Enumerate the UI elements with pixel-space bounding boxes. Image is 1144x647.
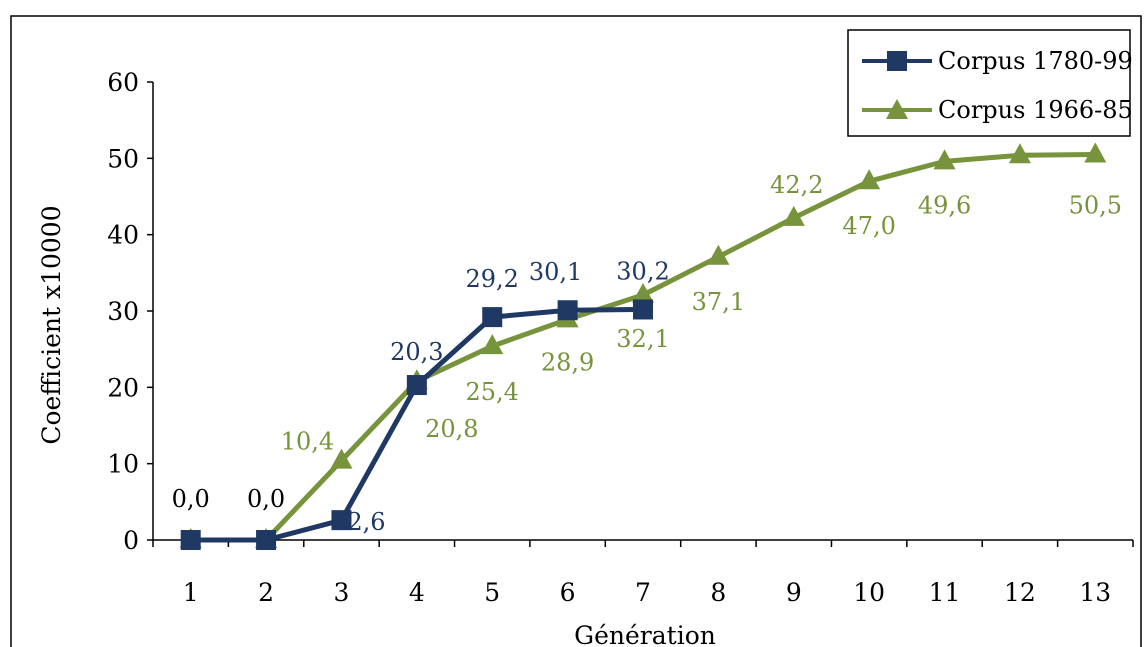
data-point-triangle bbox=[782, 205, 805, 226]
data-point-square bbox=[482, 307, 503, 328]
data-label: 47,0 bbox=[842, 212, 895, 240]
data-label: 42,2 bbox=[770, 171, 823, 199]
data-label: 30,1 bbox=[529, 258, 582, 286]
series-layer bbox=[179, 142, 1107, 550]
x-tick-label: 12 bbox=[1004, 578, 1036, 607]
legend: Corpus 1780-99 Corpus 1966-85 bbox=[847, 29, 1133, 137]
x-tick-label: 3 bbox=[334, 578, 350, 607]
y-tick-label: 50 bbox=[107, 144, 139, 173]
y-tick-label: 60 bbox=[107, 68, 139, 97]
data-point-triangle bbox=[632, 282, 654, 303]
data-point-square bbox=[557, 300, 578, 321]
data-point-triangle bbox=[858, 169, 881, 190]
x-tick-label: 4 bbox=[409, 578, 425, 607]
legend-label-series-2: Corpus 1966-85 bbox=[938, 96, 1133, 124]
x-tick-label: 6 bbox=[560, 578, 576, 607]
y-tick-label: 40 bbox=[107, 221, 139, 250]
legend-triangle-marker bbox=[886, 99, 908, 119]
x-axis-title: Génération bbox=[574, 621, 716, 647]
data-label: 20,8 bbox=[425, 415, 478, 443]
legend-label-series-1: Corpus 1780-99 bbox=[938, 47, 1133, 75]
x-tick-label: 5 bbox=[484, 578, 500, 607]
data-point-triangle bbox=[330, 448, 353, 469]
x-tick-label: 2 bbox=[258, 578, 274, 607]
data-label: 32,1 bbox=[616, 325, 669, 353]
x-tick-label: 8 bbox=[710, 578, 726, 607]
data-point-square bbox=[180, 530, 201, 550]
x-tick-label: 1 bbox=[183, 578, 199, 607]
y-tick-label: 20 bbox=[107, 373, 139, 402]
data-point-triangle bbox=[707, 244, 730, 265]
x-tick-label: 10 bbox=[853, 578, 885, 607]
data-point-triangle bbox=[1084, 142, 1107, 163]
data-label: 37,1 bbox=[692, 288, 745, 316]
legend-entry-1: Corpus 1780-99 bbox=[862, 47, 1133, 75]
y-tick-label: 30 bbox=[107, 297, 139, 326]
data-label: 50,5 bbox=[1069, 192, 1122, 220]
data-label: 2,6 bbox=[347, 508, 385, 536]
data-label: 0,0 bbox=[247, 485, 285, 513]
data-point-square bbox=[331, 510, 352, 531]
y-tick-label: 0 bbox=[123, 526, 139, 555]
x-tick-label: 9 bbox=[786, 578, 802, 607]
data-point-square bbox=[256, 530, 277, 550]
x-tick-label: 11 bbox=[929, 578, 961, 607]
data-label: 20,3 bbox=[390, 338, 443, 366]
x-tick-label: 7 bbox=[635, 578, 651, 607]
data-point-square bbox=[633, 299, 653, 320]
legend-entry-2: Corpus 1966-85 bbox=[862, 96, 1133, 124]
y-axis-title: Coefficient x10000 bbox=[37, 205, 66, 444]
legend-square-marker bbox=[887, 51, 907, 71]
data-label: 0,0 bbox=[172, 485, 210, 513]
data-point-triangle bbox=[933, 149, 956, 170]
data-point-triangle bbox=[1008, 143, 1031, 164]
data-point-triangle bbox=[481, 334, 504, 355]
data-label: 10,4 bbox=[281, 428, 334, 456]
data-point-square bbox=[406, 375, 427, 396]
data-label: 28,9 bbox=[541, 348, 594, 376]
data-label: 25,4 bbox=[466, 378, 519, 406]
data-label: 49,6 bbox=[918, 191, 971, 219]
data-labels: 10,420,825,428,932,137,142,247,049,650,4… bbox=[172, 104, 1122, 536]
x-tick-label: 13 bbox=[1079, 578, 1111, 607]
data-label: 30,2 bbox=[616, 257, 669, 285]
data-label: 29,2 bbox=[466, 265, 519, 293]
y-tick-label: 10 bbox=[107, 450, 139, 479]
